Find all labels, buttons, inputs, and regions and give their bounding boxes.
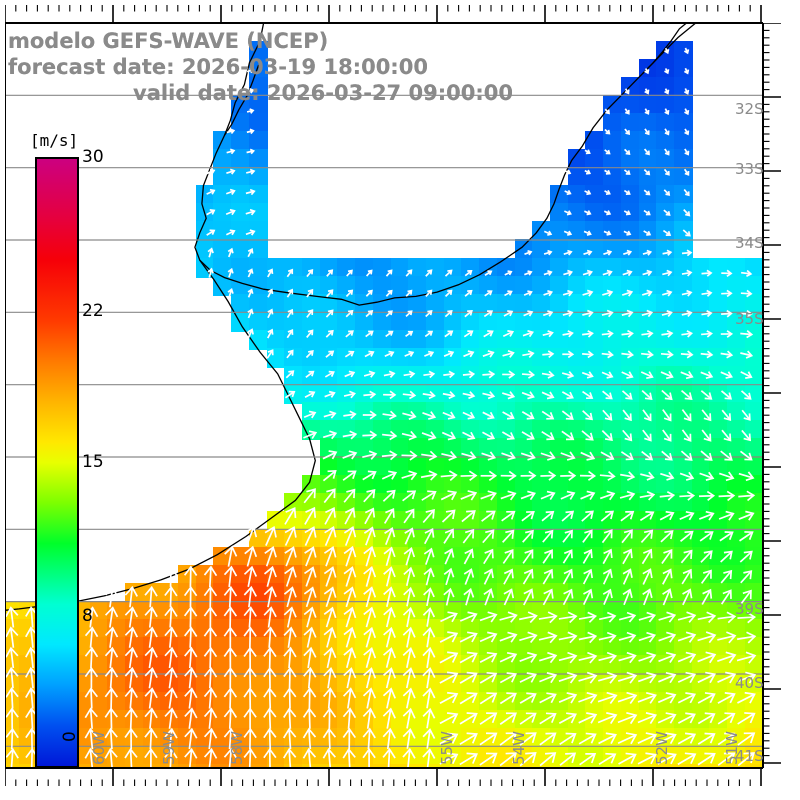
colorbar-tick-8: 8: [82, 606, 93, 626]
colorbar-gradient: [35, 157, 79, 768]
map-plot-area: [5, 23, 763, 768]
lat-lon-gridlines: [5, 23, 763, 747]
top-ruler-axis: [5, 5, 763, 23]
colorbar-tick-22: 22: [82, 301, 104, 321]
colorbar-tick-30: 30: [82, 147, 104, 167]
wind-direction-arrows: [5, 47, 757, 768]
colorbar-unit-label: [m/s]: [30, 131, 79, 150]
colorbar: [35, 157, 79, 768]
colorbar-zero-label: 0: [60, 731, 80, 742]
coastline-overlay: [5, 23, 697, 611]
bottom-ruler-axis: [5, 768, 763, 786]
colorbar-tick-15: 15: [82, 452, 104, 472]
right-ruler-axis: [763, 23, 781, 768]
